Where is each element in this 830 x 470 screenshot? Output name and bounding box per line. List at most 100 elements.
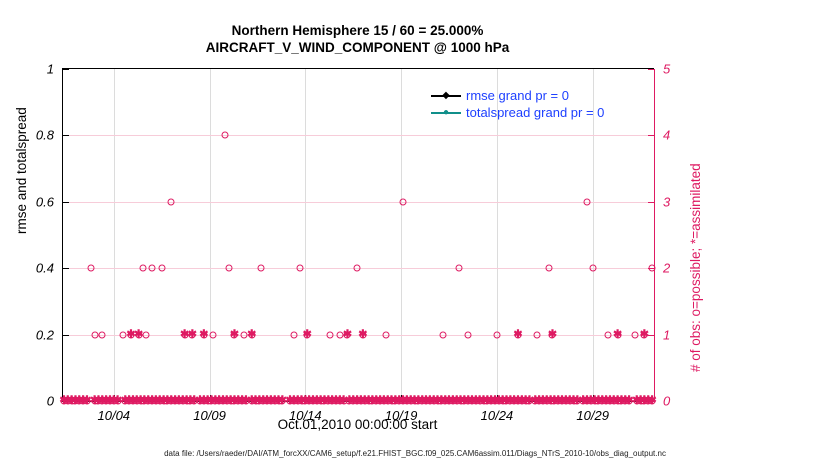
obs-assimilated-marker: ✱ — [632, 394, 642, 407]
obs-assimilated-marker: ✱ — [93, 394, 104, 407]
obs-assimilated-marker: ✱ — [509, 394, 519, 407]
obs-assimilated-marker: ✱ — [262, 394, 272, 407]
obs-assimilated-marker: ✱ — [494, 394, 504, 407]
obs-possible-marker — [382, 331, 390, 339]
x-tick-label: 10/14 — [289, 408, 322, 423]
obs-possible-marker — [439, 331, 447, 339]
obs-assimilated-marker: ✱ — [335, 394, 345, 407]
obs-assimilated-marker: ✱ — [643, 394, 653, 407]
obs-assimilated-marker: ✱ — [521, 394, 531, 407]
obs-possible-marker — [225, 264, 233, 272]
obs-assimilated-marker: ✱ — [124, 394, 134, 407]
obs-assimilated-marker: ✱ — [273, 394, 284, 407]
obs-assimilated-marker: ✱ — [390, 394, 400, 407]
obs-assimilated-marker: ✱ — [455, 394, 466, 407]
obs-assimilated-marker: ✱ — [247, 328, 257, 341]
obs-assimilated-marker: ✱ — [471, 394, 481, 407]
left-tick-label: 0.2 — [35, 327, 54, 343]
obs-assimilated-marker: ✱ — [339, 394, 349, 407]
left-tick-label: 0 — [46, 393, 54, 409]
obs-assimilated-marker: ✱ — [285, 394, 295, 407]
obs-assimilated-marker: ✱ — [639, 394, 650, 407]
obs-possible-marker — [188, 331, 196, 339]
obs-assimilated-marker: ✱ — [293, 394, 303, 407]
obs-possible-marker — [514, 331, 522, 339]
left-tick-mark — [63, 268, 69, 270]
obs-assimilated-marker: ✱ — [266, 394, 276, 407]
obs-assimilated-marker: ✱ — [612, 394, 623, 407]
obs-assimilated-marker: ✱ — [386, 394, 397, 407]
obs-possible-marker — [296, 264, 304, 272]
obs-assimilated-marker: ✱ — [609, 394, 619, 407]
obs-assimilated-marker: ✱ — [402, 394, 412, 407]
obs-assimilated-marker: ✱ — [421, 394, 431, 407]
obs-assimilated-marker: ✱ — [254, 394, 264, 407]
obs-assimilated-marker: ✱ — [478, 394, 489, 407]
obs-assimilated-marker: ✱ — [545, 394, 556, 407]
left-tick-mark — [63, 334, 69, 336]
obs-assimilated-marker: ✱ — [199, 328, 209, 341]
obs-assimilated-marker: ✱ — [166, 394, 176, 407]
y-axis-label-right: # of obs: o=possible; *=assimilated — [688, 163, 703, 372]
obs-assimilated-marker: ✱ — [616, 394, 627, 407]
obs-assimilated-marker: ✱ — [394, 394, 404, 407]
obs-possible-marker — [648, 264, 656, 272]
obs-assimilated-marker: ✱ — [90, 394, 100, 407]
x-gridline — [209, 69, 211, 401]
right-tick-mark — [648, 69, 654, 70]
obs-assimilated-marker: ✱ — [82, 394, 92, 407]
obs-possible-marker — [343, 331, 351, 339]
obs-assimilated-marker: ✱ — [139, 394, 150, 407]
obs-assimilated-marker: ✱ — [105, 394, 115, 407]
plot-area: ◆ rmse grand pr = 0 ● totalspread grand … — [36, 62, 670, 424]
rmse-line-sample: ◆ — [431, 90, 461, 100]
obs-assimilated-marker: ✱ — [327, 394, 337, 407]
obs-assimilated-marker: ✱ — [258, 394, 268, 407]
obs-possible-marker — [98, 331, 106, 339]
obs-assimilated-marker: ✱ — [302, 328, 312, 341]
left-tick-label: 0.8 — [35, 127, 54, 143]
obs-assimilated-marker: ✱ — [486, 394, 496, 407]
right-tick-mark — [648, 334, 654, 336]
obs-assimilated-marker: ✱ — [572, 394, 582, 407]
obs-possible-marker — [545, 264, 553, 272]
obs-assimilated-marker: ✱ — [134, 328, 144, 341]
obs-assimilated-marker: ✱ — [605, 394, 615, 407]
obs-assimilated-marker: ✱ — [128, 394, 138, 407]
obs-possible-marker — [640, 331, 648, 339]
obs-assimilated-marker: ✱ — [452, 394, 462, 407]
legend-item-rmse: ◆ rmse grand pr = 0 — [431, 87, 604, 104]
obs-assimilated-marker: ✱ — [214, 394, 224, 407]
obs-possible-marker — [278, 397, 286, 405]
obs-assimilated-marker: ✱ — [635, 394, 646, 407]
obs-assimilated-marker: ✱ — [358, 328, 368, 341]
obs-assimilated-marker: ✱ — [135, 394, 146, 407]
obs-assimilated-marker: ✱ — [233, 394, 243, 407]
obs-possible-marker — [399, 198, 407, 206]
obs-assimilated-marker: ✱ — [120, 394, 130, 407]
obs-assimilated-marker: ✱ — [312, 394, 322, 407]
y-axis-label-left: rmse and totalspread — [14, 107, 29, 234]
left-tick-mark — [63, 201, 69, 203]
obs-assimilated-marker: ✱ — [316, 394, 326, 407]
obs-assimilated-marker: ✱ — [413, 394, 423, 407]
obs-assimilated-marker: ✱ — [344, 394, 354, 407]
obs-assimilated-marker: ✱ — [277, 394, 287, 407]
x-tick-label: 10/24 — [480, 408, 514, 423]
y-gridline — [63, 334, 654, 336]
obs-assimilated-marker: ✱ — [250, 394, 261, 407]
obs-assimilated-marker: ✱ — [436, 394, 446, 407]
x-tick-label: 10/19 — [384, 408, 418, 423]
obs-assimilated-marker: ✱ — [180, 328, 190, 341]
obs-possible-marker — [493, 331, 501, 339]
obs-possible-marker — [589, 264, 597, 272]
obs-assimilated-marker: ✱ — [143, 394, 153, 407]
obs-possible-marker — [326, 331, 334, 339]
obs-assimilated-marker: ✱ — [218, 394, 228, 407]
left-tick-label: 0.6 — [35, 194, 54, 210]
obs-possible-marker — [114, 397, 122, 405]
obs-assimilated-marker: ✱ — [542, 394, 552, 407]
x-axis-label: Oct.01,2010 00:00:00 start — [277, 417, 438, 432]
obs-possible-marker — [127, 331, 135, 339]
obs-assimilated-marker: ✱ — [482, 394, 492, 407]
